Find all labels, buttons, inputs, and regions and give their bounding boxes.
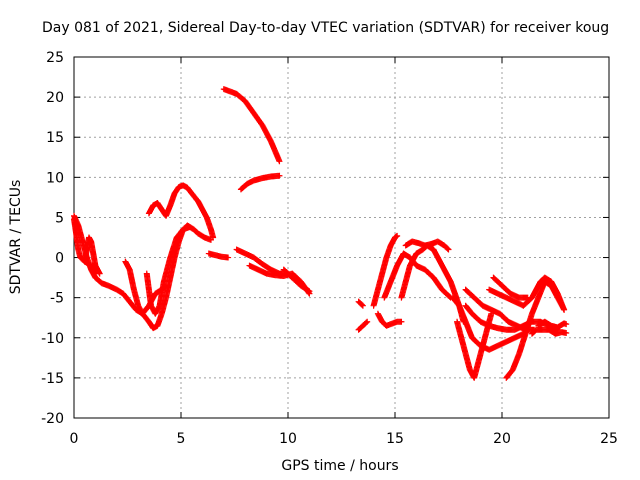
data-marker [364,318,371,325]
data-marker [363,319,370,326]
data-marker [524,294,531,301]
data-marker [563,329,570,336]
y-tick-label: 5 [55,210,64,226]
x-tick-label: 0 [70,431,79,447]
chart-title: Day 081 of 2021, Sidereal Day-to-day VTE… [42,20,609,36]
data-marker [276,172,283,179]
y-tick-label: -20 [41,411,64,427]
data-marker [563,321,570,328]
data-marker [359,301,366,308]
data-marker [306,288,313,295]
data-marker [561,306,568,313]
y-tick-label: 0 [55,251,64,267]
x-tick-label: 15 [386,431,404,447]
y-tick-label: -5 [50,291,64,307]
data-marker [276,158,283,165]
data-marker [446,293,453,300]
x-tick-label: 20 [493,431,511,447]
data-marker [225,254,232,261]
data-marker [398,318,405,325]
data-marker [394,232,401,239]
x-tick-label: 5 [177,431,186,447]
data-marker [210,234,217,241]
x-axis-label: GPS time / hours [281,458,398,474]
data-marker [186,224,193,231]
data-points [71,86,570,381]
data-marker [444,245,451,252]
x-tick-label: 25 [600,431,618,447]
y-axis-label: SDTVAR / TECUs [8,180,24,295]
y-tick-label: 15 [46,130,64,146]
y-tick-label: 25 [46,50,64,66]
data-marker [305,287,312,294]
y-tick-label: -15 [41,371,64,387]
data-marker [359,302,366,309]
plot-frame [73,56,610,419]
y-tick-label: -10 [41,331,64,347]
data-marker [445,246,452,253]
axis-ticks: 0 5 10 15 20 25 -20 -15 -10 -5 0 5 10 15 20 25 [41,50,618,447]
x-tick-label: 10 [279,431,297,447]
data-marker [96,270,103,277]
y-tick-label: 10 [46,170,64,186]
y-tick-label: 20 [46,90,64,106]
grid-lines [74,57,609,418]
